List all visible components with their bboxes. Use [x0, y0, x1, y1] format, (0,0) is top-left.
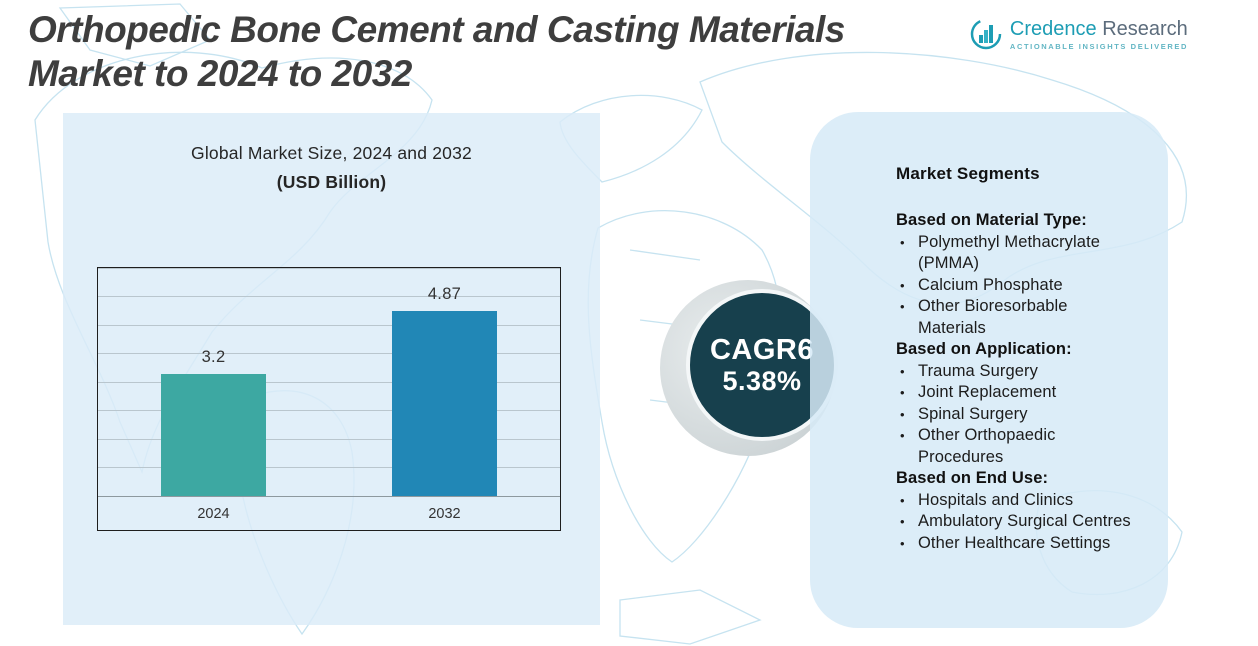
- bullet-icon: •: [900, 535, 905, 551]
- bar-category-label: 2032: [428, 506, 461, 522]
- segment-group-heading: Based on End Use:: [896, 469, 1049, 487]
- segment-item-label: Spinal Surgery: [918, 404, 1028, 423]
- logo-text: Credence Research Actionable Insights De…: [1010, 18, 1188, 51]
- segment-item-label: Calcium Phosphate: [918, 275, 1063, 294]
- bar-value-label: 3.2: [201, 348, 226, 366]
- logo-brand: Credence: [1009, 18, 1097, 40]
- segment-item: • Ambulatory Surgical Centres: [896, 511, 1152, 533]
- bar-chart: 3.2 2024 4.87 2032: [97, 267, 561, 531]
- bullet-icon: •: [900, 363, 905, 379]
- segment-item-label: Ambulatory Surgical Centres: [918, 512, 1131, 530]
- bar-category-label: 2024: [197, 506, 230, 522]
- bar-2032: 4.87: [392, 285, 497, 496]
- gridline: [98, 353, 560, 354]
- segment-item: • Other Bioresorbable Materials: [896, 296, 1152, 339]
- gridline: [98, 467, 560, 468]
- page-title-line1: Orthopedic Bone Cement and Casting Mater…: [28, 9, 845, 50]
- credence-research-logo: Credence Research Actionable Insights De…: [970, 18, 1188, 51]
- bullet-icon: •: [900, 514, 905, 529]
- chart-subtitle: Global Market Size, 2024 and 2032 (USD B…: [63, 143, 600, 193]
- cagr-label: CAGR6: [709, 334, 814, 366]
- segment-item-label: Polymethyl Methacrylate (PMMA): [918, 232, 1101, 273]
- chart-subtitle-line1: Global Market Size, 2024 and 2032: [191, 143, 472, 163]
- bullet-icon: •: [900, 406, 905, 422]
- bar-2024: 3.2: [161, 348, 266, 496]
- x-axis-line: [98, 496, 560, 497]
- market-segments-panel: Market Segments Based on Material Type: •…: [810, 112, 1168, 628]
- gridline: [98, 268, 560, 269]
- segment-item-label: Trauma Surgery: [918, 361, 1038, 380]
- segment-item-label: Other Bioresorbable Materials: [918, 297, 1068, 337]
- bullet-icon: •: [900, 277, 905, 293]
- gridline: [98, 325, 560, 326]
- bullet-icon: •: [900, 492, 905, 508]
- gridline: [98, 410, 560, 411]
- bullet-icon: •: [900, 299, 905, 314]
- logo-bars-icon: [970, 18, 1002, 50]
- segment-item-label: Hospitals and Clinics: [918, 490, 1074, 509]
- segment-group-heading: Based on Material Type:: [896, 211, 1087, 229]
- gridline: [98, 439, 560, 440]
- gridline: [98, 296, 560, 297]
- segment-item-label: Other Orthopaedic Procedures: [918, 426, 1056, 466]
- segment-item-label: Joint Replacement: [918, 383, 1057, 401]
- segment-item-label: Other Healthcare Settings: [918, 533, 1111, 552]
- segment-item: • Joint Replacement: [896, 382, 1152, 404]
- logo-tagline: Actionable Insights Delivered: [1009, 42, 1188, 51]
- market-size-panel: Global Market Size, 2024 and 2032 (USD B…: [63, 113, 600, 625]
- bullet-icon: •: [900, 428, 905, 443]
- page-title: Orthopedic Bone Cement and Casting Mater…: [28, 8, 988, 96]
- bar-value-label: 4.87: [427, 285, 462, 303]
- bullet-icon: •: [900, 234, 905, 250]
- logo-brand2: Research: [1102, 18, 1188, 40]
- gridline: [98, 382, 560, 383]
- segment-item: • Calcium Phosphate: [896, 275, 1152, 297]
- segment-item: • Other Orthopaedic Procedures: [896, 425, 1152, 468]
- page-title-line2: Market to 2024 to 2032: [28, 53, 412, 94]
- segment-item: • Other Healthcare Settings: [896, 533, 1152, 555]
- bullet-icon: •: [900, 385, 905, 400]
- segment-item: • Hospitals and Clinics: [896, 490, 1152, 512]
- cagr-value: 5.38%: [722, 366, 802, 396]
- segment-item: • Trauma Surgery: [896, 361, 1152, 383]
- chart-subtitle-line2: (USD Billion): [276, 172, 387, 192]
- segment-groups: Based on Material Type: • Polymethyl Metha…: [896, 210, 1152, 554]
- segment-item: • Spinal Surgery: [896, 404, 1152, 426]
- segment-item: • Polymethyl Methacrylate (PMMA): [896, 232, 1152, 275]
- segment-group-heading: Based on Application:: [896, 340, 1072, 358]
- segments-title: Market Segments: [896, 164, 1040, 183]
